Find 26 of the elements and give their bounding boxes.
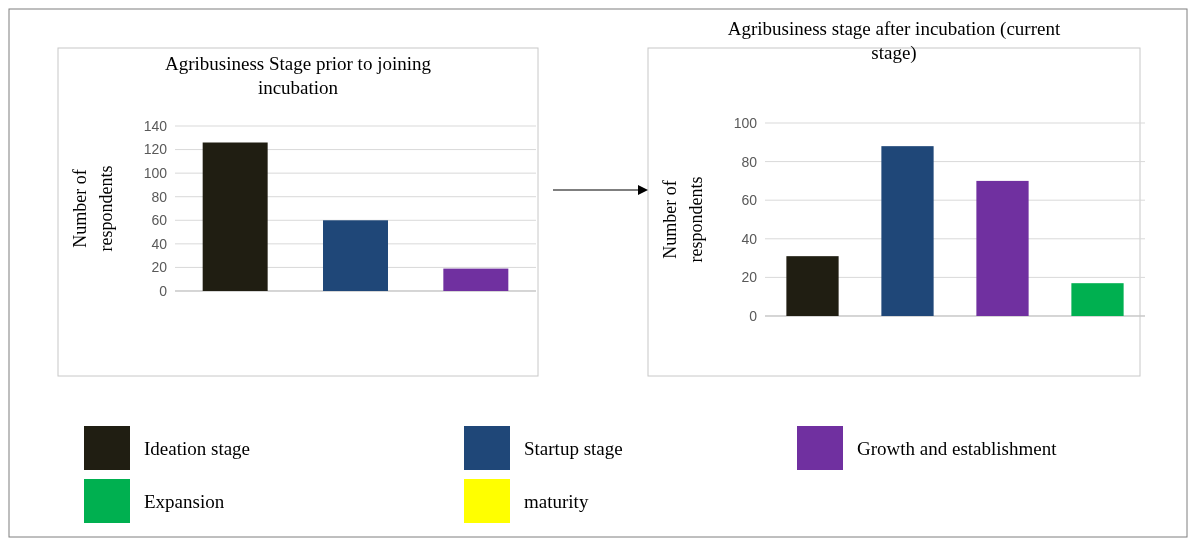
- y-axis-title: Number of respondents: [660, 176, 706, 263]
- legend-label: Startup stage: [524, 437, 623, 459]
- y-tick-label: 40: [151, 235, 168, 252]
- bar: [323, 220, 388, 291]
- y-tick-label: 100: [733, 114, 758, 131]
- y-tick-label: 20: [151, 259, 168, 276]
- y-tick-label: 120: [143, 141, 168, 158]
- bar: [443, 268, 509, 291]
- y-tick-label: 0: [749, 307, 758, 324]
- y-axis-title: Number of respondents: [70, 165, 116, 252]
- y-tick-label: 0: [159, 282, 168, 299]
- y-tick-label: 80: [151, 188, 168, 205]
- bar: [202, 142, 268, 291]
- legend-label: maturity: [524, 490, 589, 512]
- legend-label: Ideation stage: [144, 437, 251, 459]
- y-tick-label: 60: [151, 212, 168, 229]
- y-tick-label: 40: [741, 230, 758, 247]
- chart-title: Agribusiness stage after incubation (current stage): [727, 18, 1061, 64]
- y-tick-label: 140: [143, 117, 168, 134]
- y-tick-label: 80: [741, 153, 758, 170]
- chart-title: Agribusiness Stage prior to joining incubation: [165, 53, 432, 98]
- legend-label: Expansion: [144, 490, 225, 512]
- legend-label: Growth and establishment: [857, 437, 1058, 459]
- y-tick-label: 60: [741, 192, 758, 209]
- y-tick-label: 20: [741, 269, 758, 286]
- y-tick-label: 100: [143, 165, 168, 182]
